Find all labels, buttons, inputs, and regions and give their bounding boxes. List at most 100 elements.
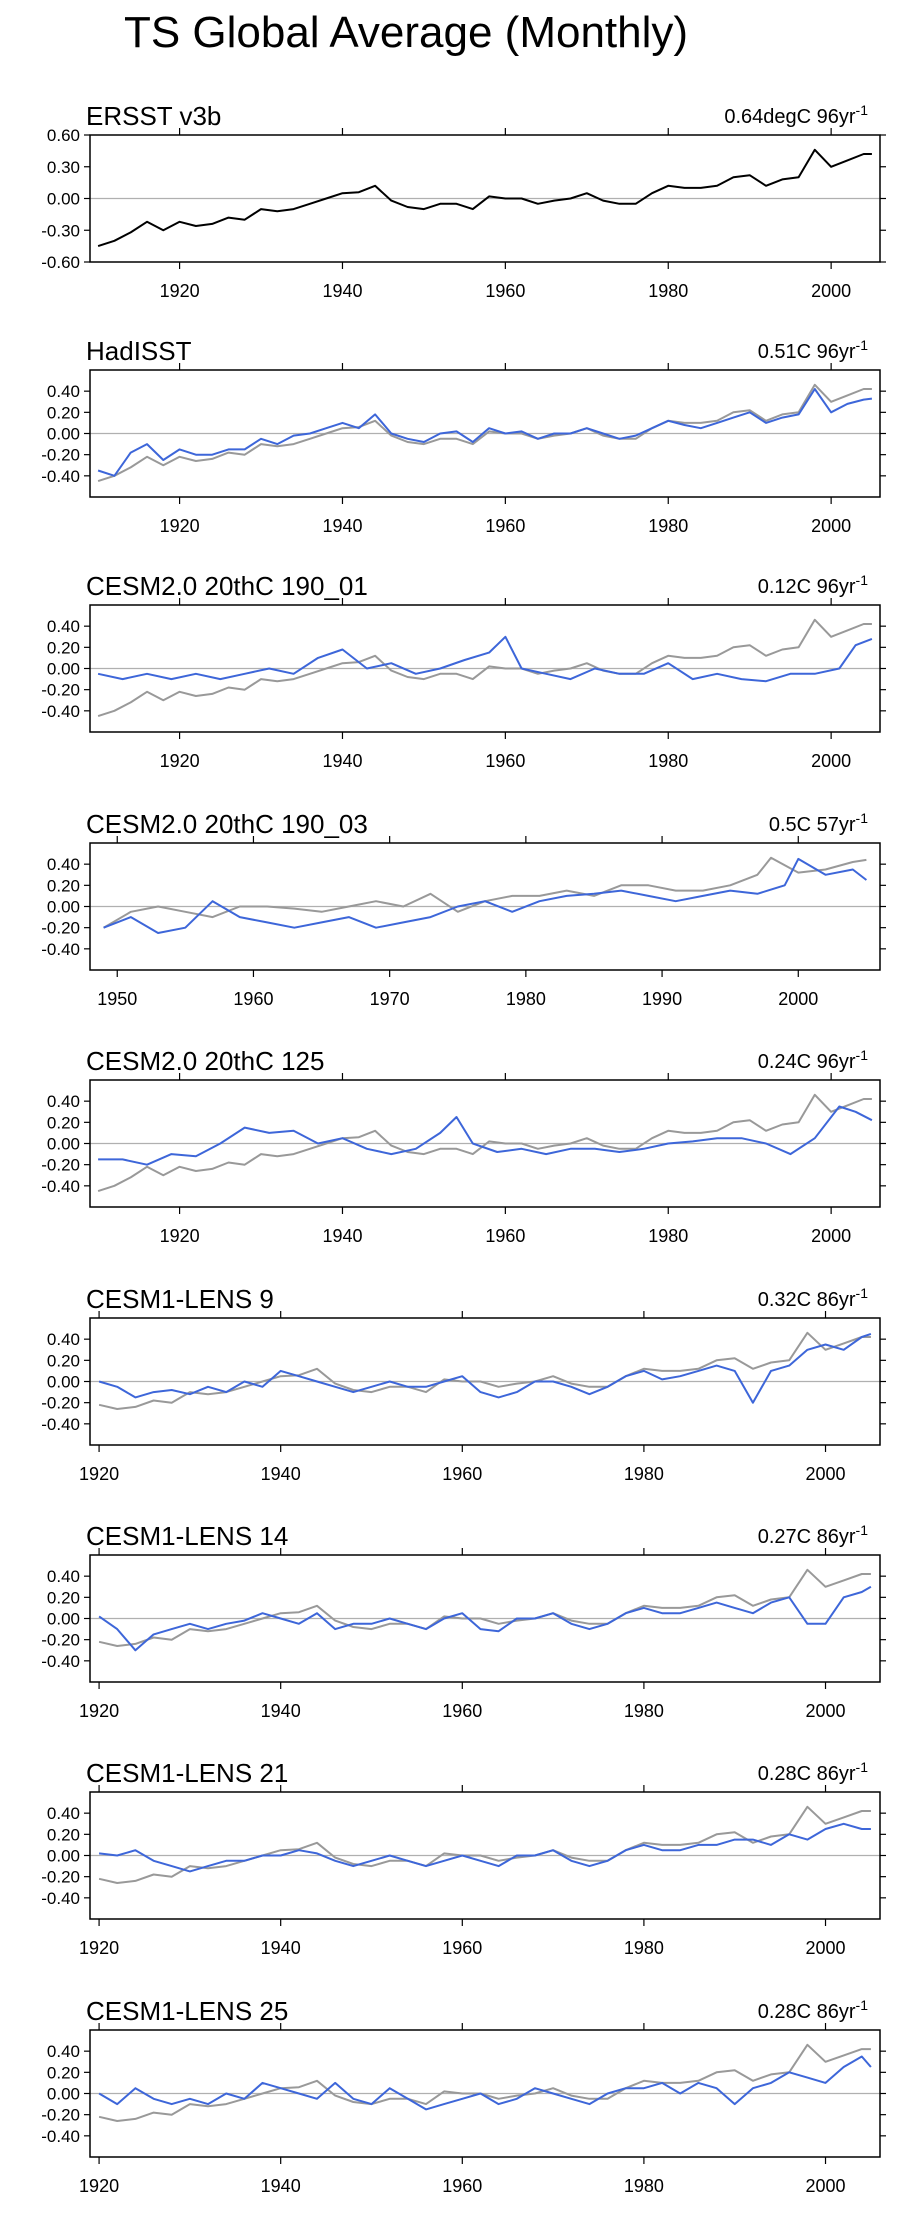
y-tick-label: -0.20 — [41, 919, 80, 938]
y-tick-label: -0.40 — [41, 1177, 80, 1196]
x-tick-label: 1920 — [79, 1938, 119, 1958]
trend-years: 86yr — [817, 2001, 856, 2023]
y-tick-label: 0.20 — [47, 638, 80, 657]
series-line-model — [97, 388, 873, 477]
y-tick-label: 0.20 — [47, 1588, 80, 1607]
y-tick-label: -0.40 — [41, 702, 80, 721]
panel-lens-9: CESM1-LENS 9 0.32C 86yr-1 -0.40 -0.20 0.00 0.… — [41, 1284, 886, 1484]
panel-title: HadISST — [86, 336, 192, 366]
series-line-model — [98, 1105, 873, 1166]
x-tick-label: 2000 — [805, 1938, 845, 1958]
y-tick-label: 0.40 — [47, 1092, 80, 1111]
x-tick-label: 2000 — [811, 1226, 851, 1246]
y-tick-label: 0.40 — [47, 2042, 80, 2061]
trend-exponent: -1 — [856, 1522, 869, 1538]
trend-years: 86yr — [817, 1763, 856, 1785]
trend-value: 0.12C — [758, 576, 817, 598]
x-tick-label: 1980 — [624, 1938, 664, 1958]
trend-years: 86yr — [817, 1526, 856, 1548]
trend-exponent: -1 — [856, 1997, 869, 2013]
y-tick-label: 0.20 — [47, 403, 80, 422]
series-line-model — [98, 2055, 872, 2111]
y-tick-label: -0.20 — [41, 1394, 80, 1413]
trend-exponent: -1 — [856, 1759, 869, 1775]
panels: ERSST v3b 0.64degC 96yr-1-0.60-0.300.000.… — [41, 101, 886, 2196]
x-tick-label: 1980 — [648, 751, 688, 771]
series-line-observed_overlay — [97, 1093, 872, 1193]
trend-years: 96yr — [817, 341, 856, 363]
y-tick-label: -0.40 — [41, 467, 80, 486]
panel-cesm2-125: CESM2.0 20thC 125 0.24C 96yr-1 -0.40 -0.20 0… — [41, 1046, 886, 1246]
trend-label: 0.24C 96yr-1 — [758, 1047, 869, 1073]
y-tick-label: 0.20 — [47, 876, 80, 895]
trend-years: 86yr — [817, 1289, 856, 1311]
x-tick-label: 1960 — [485, 281, 525, 301]
x-tick-label: 1980 — [506, 989, 546, 1009]
trend-years: 96yr — [817, 1051, 856, 1073]
y-tick-label: -0.40 — [41, 1889, 80, 1908]
trend-years: 96yr — [817, 576, 856, 598]
series-line-observed — [97, 148, 872, 248]
x-tick-label: 1980 — [624, 2176, 664, 2196]
trend-label: 0.32C 86yr-1 — [758, 1285, 869, 1311]
x-tick-label: 2000 — [805, 1701, 845, 1721]
y-tick-label: -0.20 — [41, 1631, 80, 1650]
y-tick-label: 0.40 — [47, 1330, 80, 1349]
y-tick-label: 0.20 — [47, 1113, 80, 1132]
y-tick-label: 0.40 — [47, 1567, 80, 1586]
series-line-observed_overlay — [97, 383, 872, 483]
y-tick-label: -0.20 — [41, 681, 80, 700]
panel-lens-14: CESM1-LENS 14 0.27C 86yr-1 -0.40 -0.20 0.00 0… — [41, 1521, 886, 1721]
series-line-model — [103, 857, 868, 934]
series-line-observed_overlay — [98, 2043, 871, 2122]
trend-label: 0.64degC 96yr-1 — [724, 102, 868, 128]
x-tick-label: 1920 — [160, 1226, 200, 1246]
trend-exponent: -1 — [856, 810, 869, 826]
y-tick-label: 0.20 — [47, 2063, 80, 2082]
y-tick-label: -0.40 — [41, 1652, 80, 1671]
y-tick-label: -0.20 — [41, 1156, 80, 1175]
panel-hadisst: HadISST 0.51C 96yr-1 -0.40 -0.20 0.00 0.20 0.4… — [41, 336, 886, 536]
y-tick-label: 0.40 — [47, 1804, 80, 1823]
x-tick-label: 1940 — [322, 1226, 362, 1246]
trend-value: 0.5C — [769, 814, 817, 836]
trend-value: 0.24C — [758, 1051, 817, 1073]
x-tick-label: 1960 — [442, 1701, 482, 1721]
trend-label: 0.27C 86yr-1 — [758, 1522, 869, 1548]
trend-label: 0.28C 86yr-1 — [758, 1759, 869, 1785]
x-tick-label: 2000 — [811, 751, 851, 771]
x-tick-label: 1960 — [485, 516, 525, 536]
series-line-model — [98, 1822, 871, 1873]
y-tick-label: -0.40 — [41, 1415, 80, 1434]
series-line-observed_overlay — [98, 1805, 871, 1884]
y-tick-label: 0.40 — [47, 855, 80, 874]
x-tick-label: 1980 — [648, 281, 688, 301]
y-tick-label: 0.00 — [47, 1610, 80, 1629]
trend-label: 0.12C 96yr-1 — [758, 572, 869, 598]
trend-label: 0.28C 86yr-1 — [758, 1997, 869, 2023]
y-tick-label: 0.00 — [47, 1135, 80, 1154]
x-tick-label: 1990 — [642, 989, 682, 1009]
x-tick-label: 1960 — [233, 989, 273, 1009]
y-tick-label: 0.00 — [47, 1373, 80, 1392]
x-tick-label: 1970 — [370, 989, 410, 1009]
panel-cesm2-190-01: CESM2.0 20thC 190_01 0.12C 96yr-1 -0.40 -0.… — [41, 571, 886, 771]
trend-exponent: -1 — [856, 337, 869, 353]
y-tick-label: -0.30 — [41, 221, 80, 240]
y-tick-label: 0.00 — [47, 898, 80, 917]
y-tick-label: 0.60 — [47, 126, 80, 145]
trend-exponent: -1 — [856, 1047, 869, 1063]
x-tick-label: 1980 — [624, 1464, 664, 1484]
panel-lens-21: CESM1-LENS 21 0.28C 86yr-1 -0.40 -0.20 0.00 0… — [41, 1758, 886, 1958]
series-line-model — [97, 635, 873, 683]
trend-exponent: -1 — [856, 1285, 869, 1301]
x-tick-label: 1920 — [160, 751, 200, 771]
x-tick-label: 1920 — [79, 1464, 119, 1484]
trend-value: 0.64degC — [724, 106, 816, 128]
x-tick-label: 1960 — [485, 751, 525, 771]
panel-title: CESM1-LENS 25 — [86, 1996, 288, 2026]
x-tick-label: 1920 — [79, 2176, 119, 2196]
y-tick-label: 0.30 — [47, 158, 80, 177]
trend-value: 0.28C — [758, 2001, 817, 2023]
